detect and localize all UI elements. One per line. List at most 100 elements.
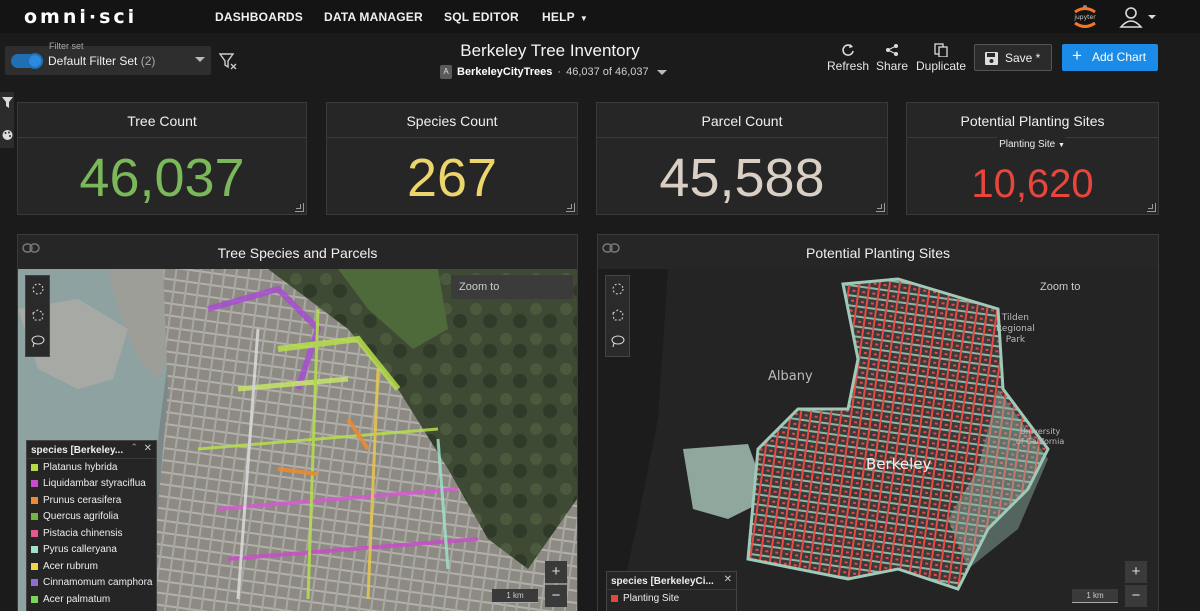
legend-swatch <box>31 529 38 537</box>
legend-items: Planting Site <box>607 590 736 607</box>
tree-species-map[interactable]: Zoom to + − 1 km <box>18 269 577 611</box>
resize-handle[interactable] <box>876 203 885 212</box>
legend-label: Prunus cerasifera <box>43 494 122 506</box>
polygon-select-tool[interactable] <box>26 302 49 328</box>
resize-handle[interactable] <box>1147 203 1156 212</box>
dashboard-title[interactable]: Berkeley Tree Inventory <box>460 41 640 60</box>
berkeley-label: Berkeley <box>866 455 932 473</box>
link-icon[interactable] <box>22 243 40 253</box>
legend-item[interactable]: Prunus cerasifera <box>27 492 156 509</box>
planting-sites-map[interactable]: Albany Berkeley Tilden Regional Park Uni… <box>598 269 1158 611</box>
circle-select-tool[interactable] <box>26 276 49 302</box>
data-source-selector[interactable]: A BerkeleyCityTrees · 46,037 of 46,037 <box>440 65 667 79</box>
omnisci-logo[interactable]: omni·sci <box>24 6 138 28</box>
nav-help[interactable]: HELP ▼ <box>542 10 588 24</box>
nav-sql-editor-label: SQL EDITOR <box>444 10 519 24</box>
legend-label: Acer palmatum <box>43 593 111 605</box>
circle-select-icon <box>612 283 623 295</box>
legend-item[interactable]: Quercus agrifolia <box>27 509 156 526</box>
add-chart-button[interactable]: + Add Chart <box>1062 44 1158 71</box>
lasso-select-tool[interactable] <box>26 328 49 354</box>
legend-swatch <box>31 496 38 504</box>
legend-item[interactable]: Acer rubrum <box>27 558 156 575</box>
toggle-knob <box>27 53 43 69</box>
filter-set-toggle[interactable] <box>11 53 43 69</box>
planting-sites-card[interactable]: Potential Planting Sites Planting Site ▼… <box>906 102 1159 215</box>
nav-data-manager[interactable]: DATA MANAGER <box>324 10 423 24</box>
circle-select-icon <box>32 283 43 295</box>
nav-help-label: HELP <box>542 10 575 24</box>
species-count-value: 267 <box>406 148 498 208</box>
refresh-button[interactable]: Refresh <box>827 43 869 73</box>
table-icon: A <box>440 65 452 79</box>
chevron-down-icon <box>656 69 667 75</box>
collapse-icon[interactable]: ⌃ <box>130 442 138 452</box>
divider <box>1066 137 1158 138</box>
nav-dashboards[interactable]: DASHBOARDS <box>215 10 303 24</box>
share-button[interactable]: Share <box>876 43 908 73</box>
legend-item[interactable]: Cinnamomum camphora <box>27 575 156 592</box>
legend-label: Cinnamomum camphora <box>43 577 153 589</box>
scale-bar: 1 km <box>492 589 538 603</box>
filter-set-label: Filter set <box>49 41 84 51</box>
legend-item[interactable]: Planting Site <box>607 590 736 607</box>
save-button[interactable]: Save * <box>974 44 1052 71</box>
link-icon[interactable] <box>602 243 620 253</box>
parcel-count-card[interactable]: Parcel Count 45,588 <box>596 102 888 215</box>
species-count-card[interactable]: Species Count 267 <box>326 102 578 215</box>
zoom-out-button[interactable]: − <box>1125 585 1147 607</box>
filter-set-selector[interactable]: Filter set Default Filter Set (2) <box>5 41 211 75</box>
lasso-select-tool[interactable] <box>606 328 629 354</box>
legend-item[interactable]: Acer palmatum <box>27 591 156 608</box>
legend-label: Pistacia chinensis <box>43 527 123 539</box>
tilden-park-label: Tilden Regional Park <box>996 313 1035 345</box>
nav-sql-editor[interactable]: SQL EDITOR <box>444 10 519 24</box>
zoom-to-input[interactable]: Zoom to <box>1040 281 1081 293</box>
polygon-select-tool[interactable] <box>606 302 629 328</box>
close-icon[interactable]: ✕ <box>143 443 152 454</box>
legend-swatch <box>611 594 618 602</box>
albany-label: Albany <box>768 369 813 384</box>
zoom-out-button[interactable]: − <box>545 585 567 607</box>
legend-item[interactable]: Pistacia chinensis <box>27 525 156 542</box>
save-icon <box>985 52 998 65</box>
zoom-in-button[interactable]: + <box>1125 561 1147 583</box>
legend-swatch <box>31 562 38 570</box>
lasso-icon <box>31 335 44 348</box>
planting-site-selector[interactable]: Planting Site ▼ <box>997 139 1067 150</box>
lasso-icon <box>611 335 624 348</box>
jupyter-icon[interactable]: jupyter <box>1068 3 1102 31</box>
filter-panel-icon[interactable] <box>2 97 13 109</box>
user-menu[interactable] <box>1118 5 1158 29</box>
resize-handle[interactable] <box>295 203 304 212</box>
card-title: Tree Count <box>18 103 306 138</box>
divider <box>907 137 997 138</box>
clear-filters-button[interactable] <box>218 51 238 71</box>
zoom-to-input[interactable]: Zoom to <box>451 275 573 299</box>
planting-sites-map-panel: Potential Planting Sites Albany Berkeley <box>597 234 1159 611</box>
satellite-basemap <box>18 269 577 611</box>
legend-title: species [BerkeleyCi... <box>607 572 736 590</box>
map-title: Tree Species and Parcels <box>217 245 378 261</box>
palette-icon[interactable] <box>2 129 13 141</box>
resize-handle[interactable] <box>566 203 575 212</box>
zoom-in-button[interactable]: + <box>545 561 567 583</box>
tree-count-card[interactable]: Tree Count 46,037 <box>17 102 307 215</box>
top-navbar: omni·sci DASHBOARDS DATA MANAGER SQL EDI… <box>0 0 1200 33</box>
separator-dot: · <box>557 66 562 78</box>
filter-set-count: (2) <box>140 54 156 68</box>
circle-select-tool[interactable] <box>606 276 629 302</box>
legend-item[interactable]: Pyrus calleryana <box>27 542 156 559</box>
planting-site-legend[interactable]: species [BerkeleyCi... ✕ Planting Site <box>606 571 737 611</box>
close-icon[interactable]: ✕ <box>723 574 732 585</box>
planting-sites-value: 10,620 <box>971 162 1094 206</box>
legend-label: Platanus hybrida <box>43 461 118 473</box>
legend-swatch <box>31 463 38 471</box>
duplicate-button[interactable]: Duplicate <box>916 43 966 73</box>
university-label: University of California <box>1016 427 1065 446</box>
species-legend[interactable]: species [Berkeley... ⌃ ✕ Platanus hybrid… <box>26 440 157 611</box>
share-label: Share <box>876 59 909 73</box>
share-icon <box>886 44 899 56</box>
legend-item[interactable]: Liquidambar styraciflua <box>27 476 156 493</box>
legend-item[interactable]: Platanus hybrida <box>27 459 156 476</box>
